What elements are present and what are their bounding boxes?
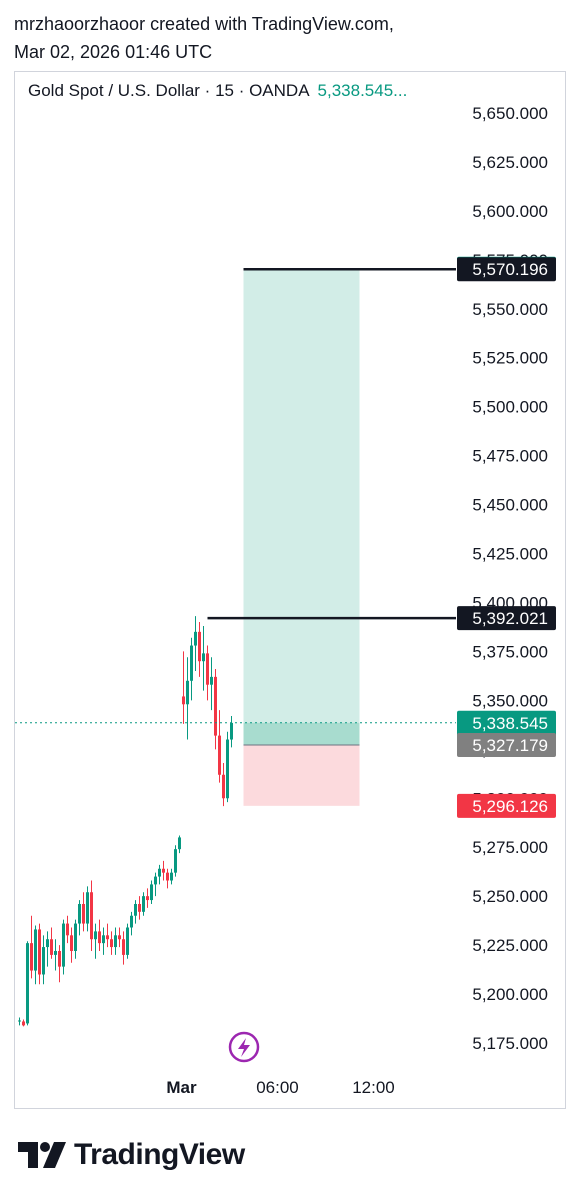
candle-body [138, 903, 141, 912]
candle-body [146, 896, 149, 901]
tradingview-logo: TradingView [18, 1138, 245, 1172]
tradingview-wordmark: TradingView [74, 1138, 245, 1171]
loss-zone [243, 745, 360, 806]
candle-body [118, 935, 121, 940]
candle-body [166, 872, 169, 881]
candle-body [78, 903, 81, 924]
candle-body [106, 935, 109, 940]
candle-body [114, 935, 117, 948]
candle-body [86, 892, 89, 924]
candle-body [50, 939, 53, 955]
chart-legend: Gold Spot / U.S. Dollar · 15 · OANDA 5,33… [28, 80, 407, 102]
candle-body [150, 884, 153, 901]
candle-body [226, 739, 229, 799]
author-line: mrzhaoorzhaoor created with TradingView.… [14, 14, 394, 34]
candle-body [130, 915, 133, 928]
candle-body [218, 735, 221, 775]
candle-body [198, 631, 201, 662]
candle-body [194, 631, 197, 646]
candle-body [154, 876, 157, 885]
price-label-text: 5,327.179 [472, 736, 548, 755]
candle-body [126, 927, 129, 955]
candle-body [46, 939, 49, 948]
candle-body [230, 722, 233, 740]
candle-body [34, 929, 37, 971]
candle-body [122, 939, 125, 955]
candle-body [158, 868, 161, 877]
y-tick-label: 5,500.000 [472, 398, 548, 417]
candle-body [62, 923, 65, 967]
legend-price: 5,338.545... [317, 81, 408, 100]
candle-body [38, 929, 41, 975]
profit-zone [243, 268, 360, 746]
y-tick-label: 5,475.000 [472, 447, 548, 466]
candle-body [174, 849, 177, 873]
price-label-bg [457, 733, 556, 758]
candle-body [210, 676, 213, 685]
y-tick-label: 5,200.000 [472, 985, 548, 1004]
candle-body [74, 923, 77, 951]
x-tick-label: 12:00 [352, 1078, 395, 1097]
candle-body [214, 676, 217, 736]
y-tick-label: 5,175.000 [472, 1034, 548, 1053]
candle-body [90, 892, 93, 940]
price-label-bg [457, 257, 556, 282]
candle-body [102, 935, 105, 944]
candle-body [186, 680, 189, 705]
symbol-label: Gold Spot / U.S. Dollar · 15 · OANDA [28, 81, 310, 100]
candle-body [182, 696, 185, 705]
price-label-text: 5,392.021 [472, 609, 548, 628]
candle-body [42, 947, 45, 975]
price-label-bg [457, 793, 556, 818]
x-tick-label: Mar [166, 1078, 197, 1097]
candle-body [110, 939, 113, 948]
y-tick-label: 5,550.000 [472, 300, 548, 319]
candle-body [82, 903, 85, 924]
y-tick-label: 5,225.000 [472, 936, 548, 955]
y-tick-label: 5,525.000 [472, 349, 548, 368]
y-tick-label: 5,450.000 [472, 496, 548, 515]
price-label-text: 5,338.545 [472, 714, 548, 733]
y-tick-label: 5,650.000 [472, 104, 548, 123]
y-tick-label: 5,375.000 [472, 642, 548, 661]
candle-body [190, 645, 193, 681]
timestamp-line: Mar 02, 2026 01:46 UTC [14, 42, 213, 62]
y-tick-label: 5,350.000 [472, 691, 548, 710]
candle-body [202, 653, 205, 662]
price-label-text: 5,570.196 [472, 260, 548, 279]
y-tick-label: 5,600.000 [472, 202, 548, 221]
candle-body [134, 903, 137, 916]
profit-zone-active [243, 722, 360, 746]
candle-body [30, 943, 33, 971]
x-tick-label: 06:00 [256, 1078, 299, 1097]
lightning-icon[interactable] [228, 1031, 260, 1063]
price-label-bg [457, 606, 556, 631]
candle-body [94, 931, 97, 940]
y-tick-label: 5,250.000 [472, 887, 548, 906]
candle-body [18, 1020, 21, 1022]
y-tick-label: 5,625.000 [472, 153, 548, 172]
y-tick-label: 5,275.000 [472, 838, 548, 857]
y-tick-label: 5,425.000 [472, 545, 548, 564]
candle-body [22, 1021, 25, 1026]
candle-body [170, 872, 173, 881]
candle-body [54, 950, 57, 955]
candle-body [98, 931, 101, 944]
candle-body [70, 935, 73, 951]
candle-body [222, 774, 225, 799]
candle-body [142, 896, 145, 912]
price-label-text: 5,296.126 [472, 797, 548, 816]
candle-body [58, 950, 61, 967]
candle-body [206, 653, 209, 685]
candle-body [162, 868, 165, 873]
candle-body [66, 923, 69, 936]
candle-body [178, 837, 181, 850]
tradingview-logo-icon [18, 1142, 66, 1168]
export-header: mrzhaoorzhaoor created with TradingView.… [14, 10, 394, 66]
chart-frame [14, 71, 566, 1109]
candle-body [26, 943, 29, 1024]
